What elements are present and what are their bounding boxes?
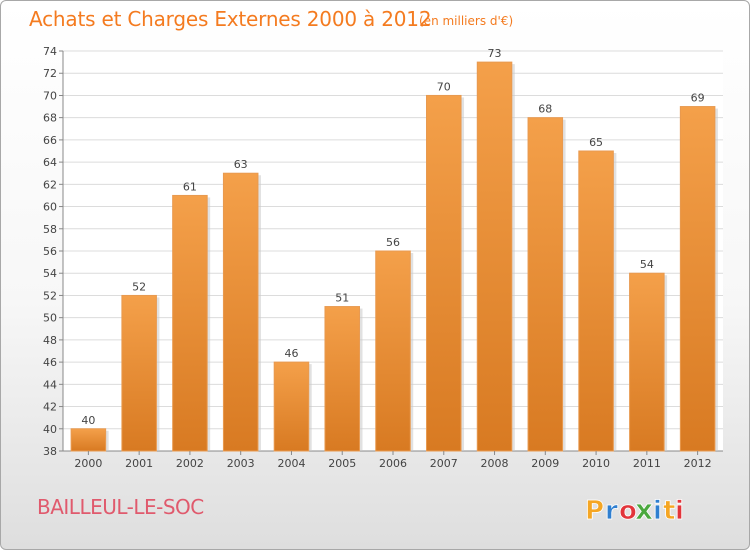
chart-title: Achats et Charges Externes 2000 à 2012 xyxy=(29,7,432,31)
value-label-2002: 61 xyxy=(183,180,197,193)
y-tick-label: 46 xyxy=(43,356,57,369)
y-tick-label: 58 xyxy=(43,223,57,236)
logo-letter: t xyxy=(663,496,675,526)
value-label-2008: 73 xyxy=(488,47,502,60)
y-tick-label: 64 xyxy=(43,156,57,169)
value-label-2000: 40 xyxy=(81,414,95,427)
y-tick-label: 66 xyxy=(43,134,57,147)
bar-2012 xyxy=(679,106,716,452)
value-label-2012: 69 xyxy=(691,92,705,105)
x-tick-label-2004: 2004 xyxy=(277,457,305,470)
logo-letter: P xyxy=(585,496,604,526)
bar-2006 xyxy=(375,250,411,452)
x-tick-label-2006: 2006 xyxy=(379,457,407,470)
logo-letter: i xyxy=(653,496,662,526)
x-tick-label-2010: 2010 xyxy=(582,457,610,470)
logo-letter: r xyxy=(605,496,618,526)
y-tick-label: 40 xyxy=(43,423,57,436)
bar-2010 xyxy=(578,150,614,452)
x-tick-label-2002: 2002 xyxy=(176,457,204,470)
logo-letter: i xyxy=(675,496,684,526)
logo-letter: o xyxy=(619,496,637,526)
y-tick-label: 70 xyxy=(43,89,57,102)
value-label-2006: 56 xyxy=(386,236,400,249)
y-tick-label: 74 xyxy=(43,45,57,58)
unit-note: (en milliers d'€) xyxy=(419,14,514,28)
x-tick-label-2011: 2011 xyxy=(633,457,661,470)
x-tick-label-2012: 2012 xyxy=(684,457,712,470)
x-tick-label-2008: 2008 xyxy=(481,457,509,470)
bar-2002 xyxy=(172,194,208,452)
value-label-2004: 46 xyxy=(284,347,298,360)
y-tick-label: 56 xyxy=(43,245,57,258)
bar-2008 xyxy=(476,61,513,452)
y-tick-label: 72 xyxy=(43,67,57,80)
value-label-2009: 68 xyxy=(538,103,552,116)
y-tick-label: 54 xyxy=(43,267,57,280)
commune-name: BAILLEUL-LE-SOC xyxy=(37,495,204,519)
bar-2001 xyxy=(121,294,157,452)
bar-2000 xyxy=(70,428,107,452)
bar-2003 xyxy=(222,172,259,452)
y-tick-label: 38 xyxy=(43,445,57,458)
logo-letter: x xyxy=(635,493,653,526)
bar-2007 xyxy=(426,94,462,452)
y-tick-label: 62 xyxy=(43,178,57,191)
bar-2011 xyxy=(629,272,665,452)
y-tick-label: 52 xyxy=(43,289,57,302)
value-label-2010: 65 xyxy=(589,136,603,149)
x-tick-label-2000: 2000 xyxy=(74,457,102,470)
y-tick-label: 42 xyxy=(43,401,57,414)
x-tick-label-2001: 2001 xyxy=(125,457,153,470)
value-label-2001: 52 xyxy=(132,280,146,293)
bar-2009 xyxy=(527,117,564,452)
value-label-2003: 63 xyxy=(234,158,248,171)
y-tick-label: 48 xyxy=(43,334,57,347)
value-label-2007: 70 xyxy=(437,80,451,93)
x-tick-label-2009: 2009 xyxy=(531,457,559,470)
y-tick-label: 60 xyxy=(43,201,57,214)
x-tick-label-2005: 2005 xyxy=(328,457,356,470)
x-tick-label-2003: 2003 xyxy=(227,457,255,470)
bar-2004 xyxy=(273,361,310,452)
value-label-2011: 54 xyxy=(640,258,654,271)
bar-2005 xyxy=(324,306,360,452)
y-tick-label: 44 xyxy=(43,378,57,391)
x-tick-label-2007: 2007 xyxy=(430,457,458,470)
value-label-2005: 51 xyxy=(335,292,349,305)
y-tick-label: 50 xyxy=(43,312,57,325)
y-tick-label: 68 xyxy=(43,112,57,125)
